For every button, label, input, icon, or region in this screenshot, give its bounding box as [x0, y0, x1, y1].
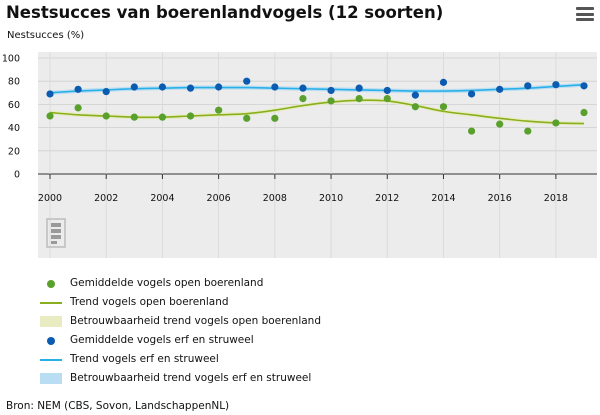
x-tick-label: 2000 [38, 193, 62, 204]
hamburger-menu-icon[interactable] [576, 7, 594, 21]
erf-struweel-point [580, 82, 588, 90]
y-tick-label: 20 [8, 146, 20, 157]
erf-struweel-point [46, 90, 54, 98]
legend-symbol-band [40, 371, 62, 385]
x-tick-label: 2018 [544, 193, 568, 204]
x-tick-label: 2006 [207, 193, 231, 204]
legend-symbol-line [40, 352, 62, 366]
erf-struweel-point [467, 90, 476, 98]
open-boerenland-point [580, 108, 588, 117]
open-boerenland-point [439, 103, 448, 111]
source-note: Bron: NEM (CBS, Sovon, LandschappenNL) [6, 400, 230, 412]
erf-struweel-point [552, 81, 560, 89]
open-boerenland-point [552, 119, 560, 127]
legend-label: Gemiddelde vogels erf en struweel [70, 334, 254, 346]
legend-symbol-dot [40, 333, 62, 347]
open-boerenland-point [355, 95, 363, 103]
open-boerenland-point [46, 112, 54, 120]
open-boerenland-point [215, 106, 223, 114]
erf-struweel-point [271, 83, 279, 91]
legend-label: Trend vogels erf en struweel [70, 353, 219, 365]
x-tick-labels: 2000 2002 2004 2006 2008 2010 2012 2014 2016 2018 [38, 193, 568, 204]
y-tick-label: 80 [8, 77, 20, 88]
erf-struweel-point [439, 78, 448, 86]
open-boerenland-point [299, 95, 307, 103]
x-tick-label: 2014 [431, 193, 455, 204]
legend-label: Betrouwbaarheid trend vogels erf en stru… [70, 372, 312, 384]
y-tick-labels: 0 20 40 60 80 100 [2, 54, 20, 181]
open-boerenland-point [243, 114, 251, 122]
erf-struweel-point [243, 77, 251, 85]
open-boerenland-point [186, 112, 195, 120]
legend-label: Gemiddelde vogels open boerenland [70, 277, 264, 289]
chart-title: Nestsucces van boerenlandvogels (12 soor… [6, 3, 444, 22]
legend-label: Betrouwbaarheid trend vogels open boeren… [70, 315, 322, 327]
x-tick-label: 2012 [375, 193, 399, 204]
erf-struweel-point [158, 83, 167, 91]
x-tick-label: 2004 [150, 193, 174, 204]
legend-symbol-line [40, 295, 62, 309]
legend-symbol-dot [40, 276, 62, 290]
open-boerenland-confidence-band [50, 98, 584, 126]
erf-struweel-point [215, 83, 223, 91]
erf-struweel-point [74, 85, 82, 93]
erf-struweel-point [102, 88, 110, 96]
erf-struweel-point [383, 86, 391, 95]
cbs-logo-icon [46, 218, 66, 248]
y-tick-label: 100 [2, 54, 20, 65]
y-tick-label: 0 [14, 170, 20, 181]
x-tick-label: 2010 [319, 193, 343, 204]
erf-struweel-point [411, 91, 419, 99]
open-boerenland-point [383, 95, 391, 103]
y-tick-label: 40 [8, 123, 20, 134]
chart-series [46, 77, 588, 135]
open-boerenland-point [327, 97, 335, 105]
erf-struweel-point [130, 83, 138, 91]
open-boerenland-point [158, 113, 167, 121]
open-boerenland-point [411, 103, 419, 111]
erf-struweel-point [299, 84, 307, 92]
gridlines [38, 52, 597, 258]
x-tick-label: 2008 [263, 193, 287, 204]
erf-struweel-point [327, 86, 335, 95]
y-axis-label: Nestsucces (%) [7, 30, 85, 41]
erf-struweel-point [496, 85, 504, 93]
legend-label: Trend vogels open boerenland [70, 296, 229, 308]
open-boerenland-point [467, 127, 476, 135]
open-boerenland-point [524, 127, 532, 135]
open-boerenland-point [74, 104, 82, 112]
y-tick-label: 60 [8, 100, 20, 111]
chart-svg: 0 20 40 60 80 100 2000 2002 2004 2006 2008 2010 201… [2, 52, 597, 258]
open-boerenland-point [496, 120, 504, 128]
x-tick-label: 2002 [94, 193, 118, 204]
erf-struweel-trend-line [49, 83, 585, 94]
open-boerenland-point [130, 113, 138, 121]
erf-struweel-point [186, 84, 195, 92]
open-boerenland-point [271, 114, 279, 122]
open-boerenland-point [102, 112, 110, 120]
erf-struweel-point [355, 84, 363, 92]
legend-symbol-band [40, 314, 62, 328]
x-tick-label: 2016 [488, 193, 512, 204]
erf-struweel-point [524, 82, 532, 90]
